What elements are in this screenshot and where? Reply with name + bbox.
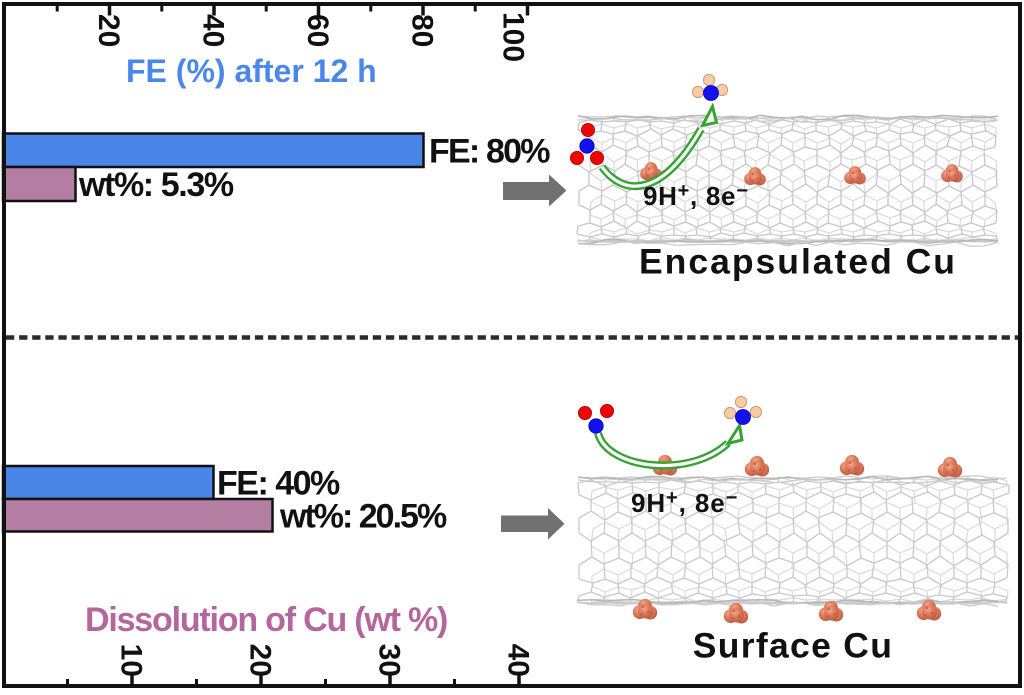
svg-text:30: 30 — [373, 644, 406, 677]
svg-text:60: 60 — [301, 14, 334, 47]
svg-text:FE (%) after 12 h: FE (%) after 12 h — [126, 53, 377, 89]
svg-text:wt%: 5.3%: wt%: 5.3% — [78, 166, 234, 204]
svg-text:FE: 80%: FE: 80% — [429, 133, 550, 171]
svg-text:9H+, 8e−: 9H+, 8e− — [643, 180, 749, 211]
svg-text:80: 80 — [406, 14, 439, 47]
svg-text:20: 20 — [92, 14, 125, 47]
svg-text:Surface Cu: Surface Cu — [693, 626, 893, 666]
svg-text:100: 100 — [497, 12, 530, 62]
svg-text:Encapsulated Cu: Encapsulated Cu — [639, 242, 957, 282]
svg-text:40: 40 — [502, 644, 535, 677]
svg-text:10: 10 — [115, 644, 148, 677]
svg-text:FE: 40%: FE: 40% — [217, 465, 340, 503]
svg-text:Dissolution of Cu (wt %): Dissolution of Cu (wt %) — [85, 601, 447, 639]
svg-text:40: 40 — [197, 14, 230, 47]
svg-text:9H+, 8e−: 9H+, 8e− — [631, 487, 738, 518]
svg-text:20: 20 — [244, 644, 277, 677]
svg-text:wt%: 20.5%: wt%: 20.5% — [279, 498, 447, 536]
